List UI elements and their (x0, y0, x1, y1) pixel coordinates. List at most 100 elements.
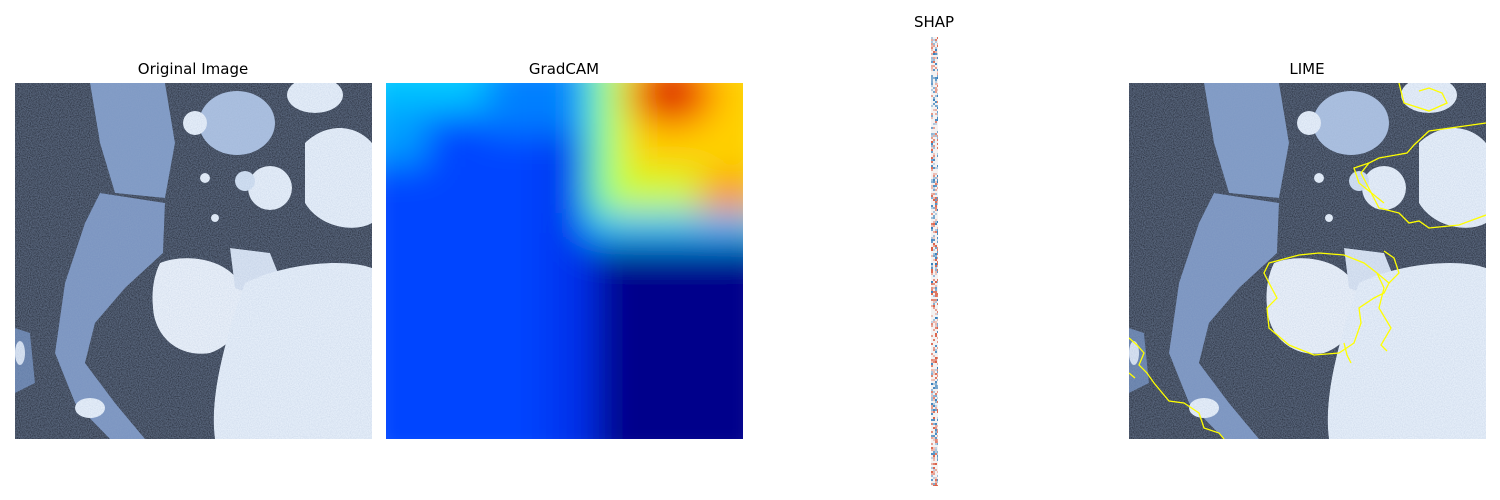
shap-cell (931, 85, 933, 87)
shap-cell (935, 291, 937, 293)
shap-cell (933, 411, 935, 413)
shap-cell (935, 405, 937, 407)
shap-cell (931, 281, 933, 283)
shap-cell (937, 155, 938, 157)
shap-cell (937, 455, 938, 457)
shap-cell (937, 363, 938, 365)
shap-cell (937, 147, 938, 149)
shap-cell (937, 237, 938, 239)
shap-cell (935, 231, 937, 233)
shap-cell (935, 287, 937, 289)
shap-cell (931, 169, 933, 171)
shap-cell (935, 295, 937, 297)
shap-cell (933, 197, 935, 199)
shap-cell (931, 165, 933, 167)
shap-cell (931, 457, 933, 459)
shap-cell (933, 287, 935, 289)
shap-cell (937, 481, 938, 483)
shap-cell (937, 117, 938, 119)
shap-cell (931, 403, 933, 405)
shap-cell (933, 279, 935, 281)
shap-cell (937, 323, 938, 325)
shap-cell (933, 159, 935, 161)
shap-cell (935, 281, 937, 283)
shap-cell (935, 357, 937, 359)
shap-cell (933, 387, 935, 389)
shap-cell (931, 117, 933, 119)
shap-cell (935, 309, 937, 311)
shap-cell (933, 395, 935, 397)
shap-cell (937, 439, 938, 441)
shap-cell (935, 373, 937, 375)
shap-cell (937, 37, 938, 39)
shap-cell (933, 329, 935, 331)
shap-cell (937, 485, 938, 486)
shap-cell (937, 373, 938, 375)
shap-cell (935, 399, 937, 401)
shap-cell (937, 75, 938, 77)
shap-cell (935, 299, 937, 301)
shap-cell (933, 457, 935, 459)
shap-cell (937, 177, 938, 179)
shap-cell (931, 59, 933, 61)
shap-cell (931, 411, 933, 413)
shap-cell (935, 123, 937, 125)
shap-cell (937, 95, 938, 97)
shap-cell (935, 67, 937, 69)
shap-cell (935, 425, 937, 427)
shap-cell (931, 299, 933, 301)
gradcam-panel (386, 83, 743, 439)
shap-cell (935, 349, 937, 351)
shap-cell (933, 449, 935, 451)
shap-cell (931, 373, 933, 375)
shap-cell (931, 407, 933, 409)
shap-cell (931, 207, 933, 209)
shap-cell (931, 157, 933, 159)
shap-cell (935, 257, 937, 259)
shap-cell (931, 449, 933, 451)
shap-cell (935, 205, 937, 207)
shap-cell (937, 239, 938, 241)
shap-cell (931, 43, 933, 45)
shap-cell (937, 131, 938, 133)
shap-cell (937, 479, 938, 481)
shap-cell (931, 315, 933, 317)
shap-cell (933, 423, 935, 425)
shap-cell (931, 391, 933, 393)
shap-cell (933, 467, 935, 469)
shap-cell (931, 335, 933, 337)
shap-cell (933, 249, 935, 251)
shap-cell (933, 275, 935, 277)
shap-cell (933, 339, 935, 341)
shap-cell (933, 459, 935, 461)
shap-cell (933, 417, 935, 419)
shap-cell (937, 379, 938, 381)
shap-cell (935, 447, 937, 449)
shap-cell (937, 299, 938, 301)
shap-cell (931, 443, 933, 445)
shap-cell (937, 53, 938, 55)
shap-cell (933, 397, 935, 399)
shap-cell (935, 167, 937, 169)
shap-cell (935, 301, 937, 303)
shap-cell (931, 463, 933, 465)
shap-cell (931, 179, 933, 181)
shap-cell (935, 317, 937, 319)
shap-cell (931, 405, 933, 407)
shap-cell (931, 135, 933, 137)
lime-panel (1129, 83, 1486, 439)
shap-cell (935, 81, 937, 83)
shap-cell (933, 477, 935, 479)
shap-cell (935, 325, 937, 327)
shap-cell (931, 447, 933, 449)
shap-cell (931, 141, 933, 143)
shap-cell (935, 49, 937, 51)
shap-cell (931, 369, 933, 371)
shap-cell (931, 389, 933, 391)
shap-cell (933, 155, 935, 157)
shap-cell (933, 167, 935, 169)
shap-cell (931, 479, 933, 481)
shap-cell (935, 323, 937, 325)
shap-cell (933, 453, 935, 455)
shap-cell (937, 263, 938, 265)
